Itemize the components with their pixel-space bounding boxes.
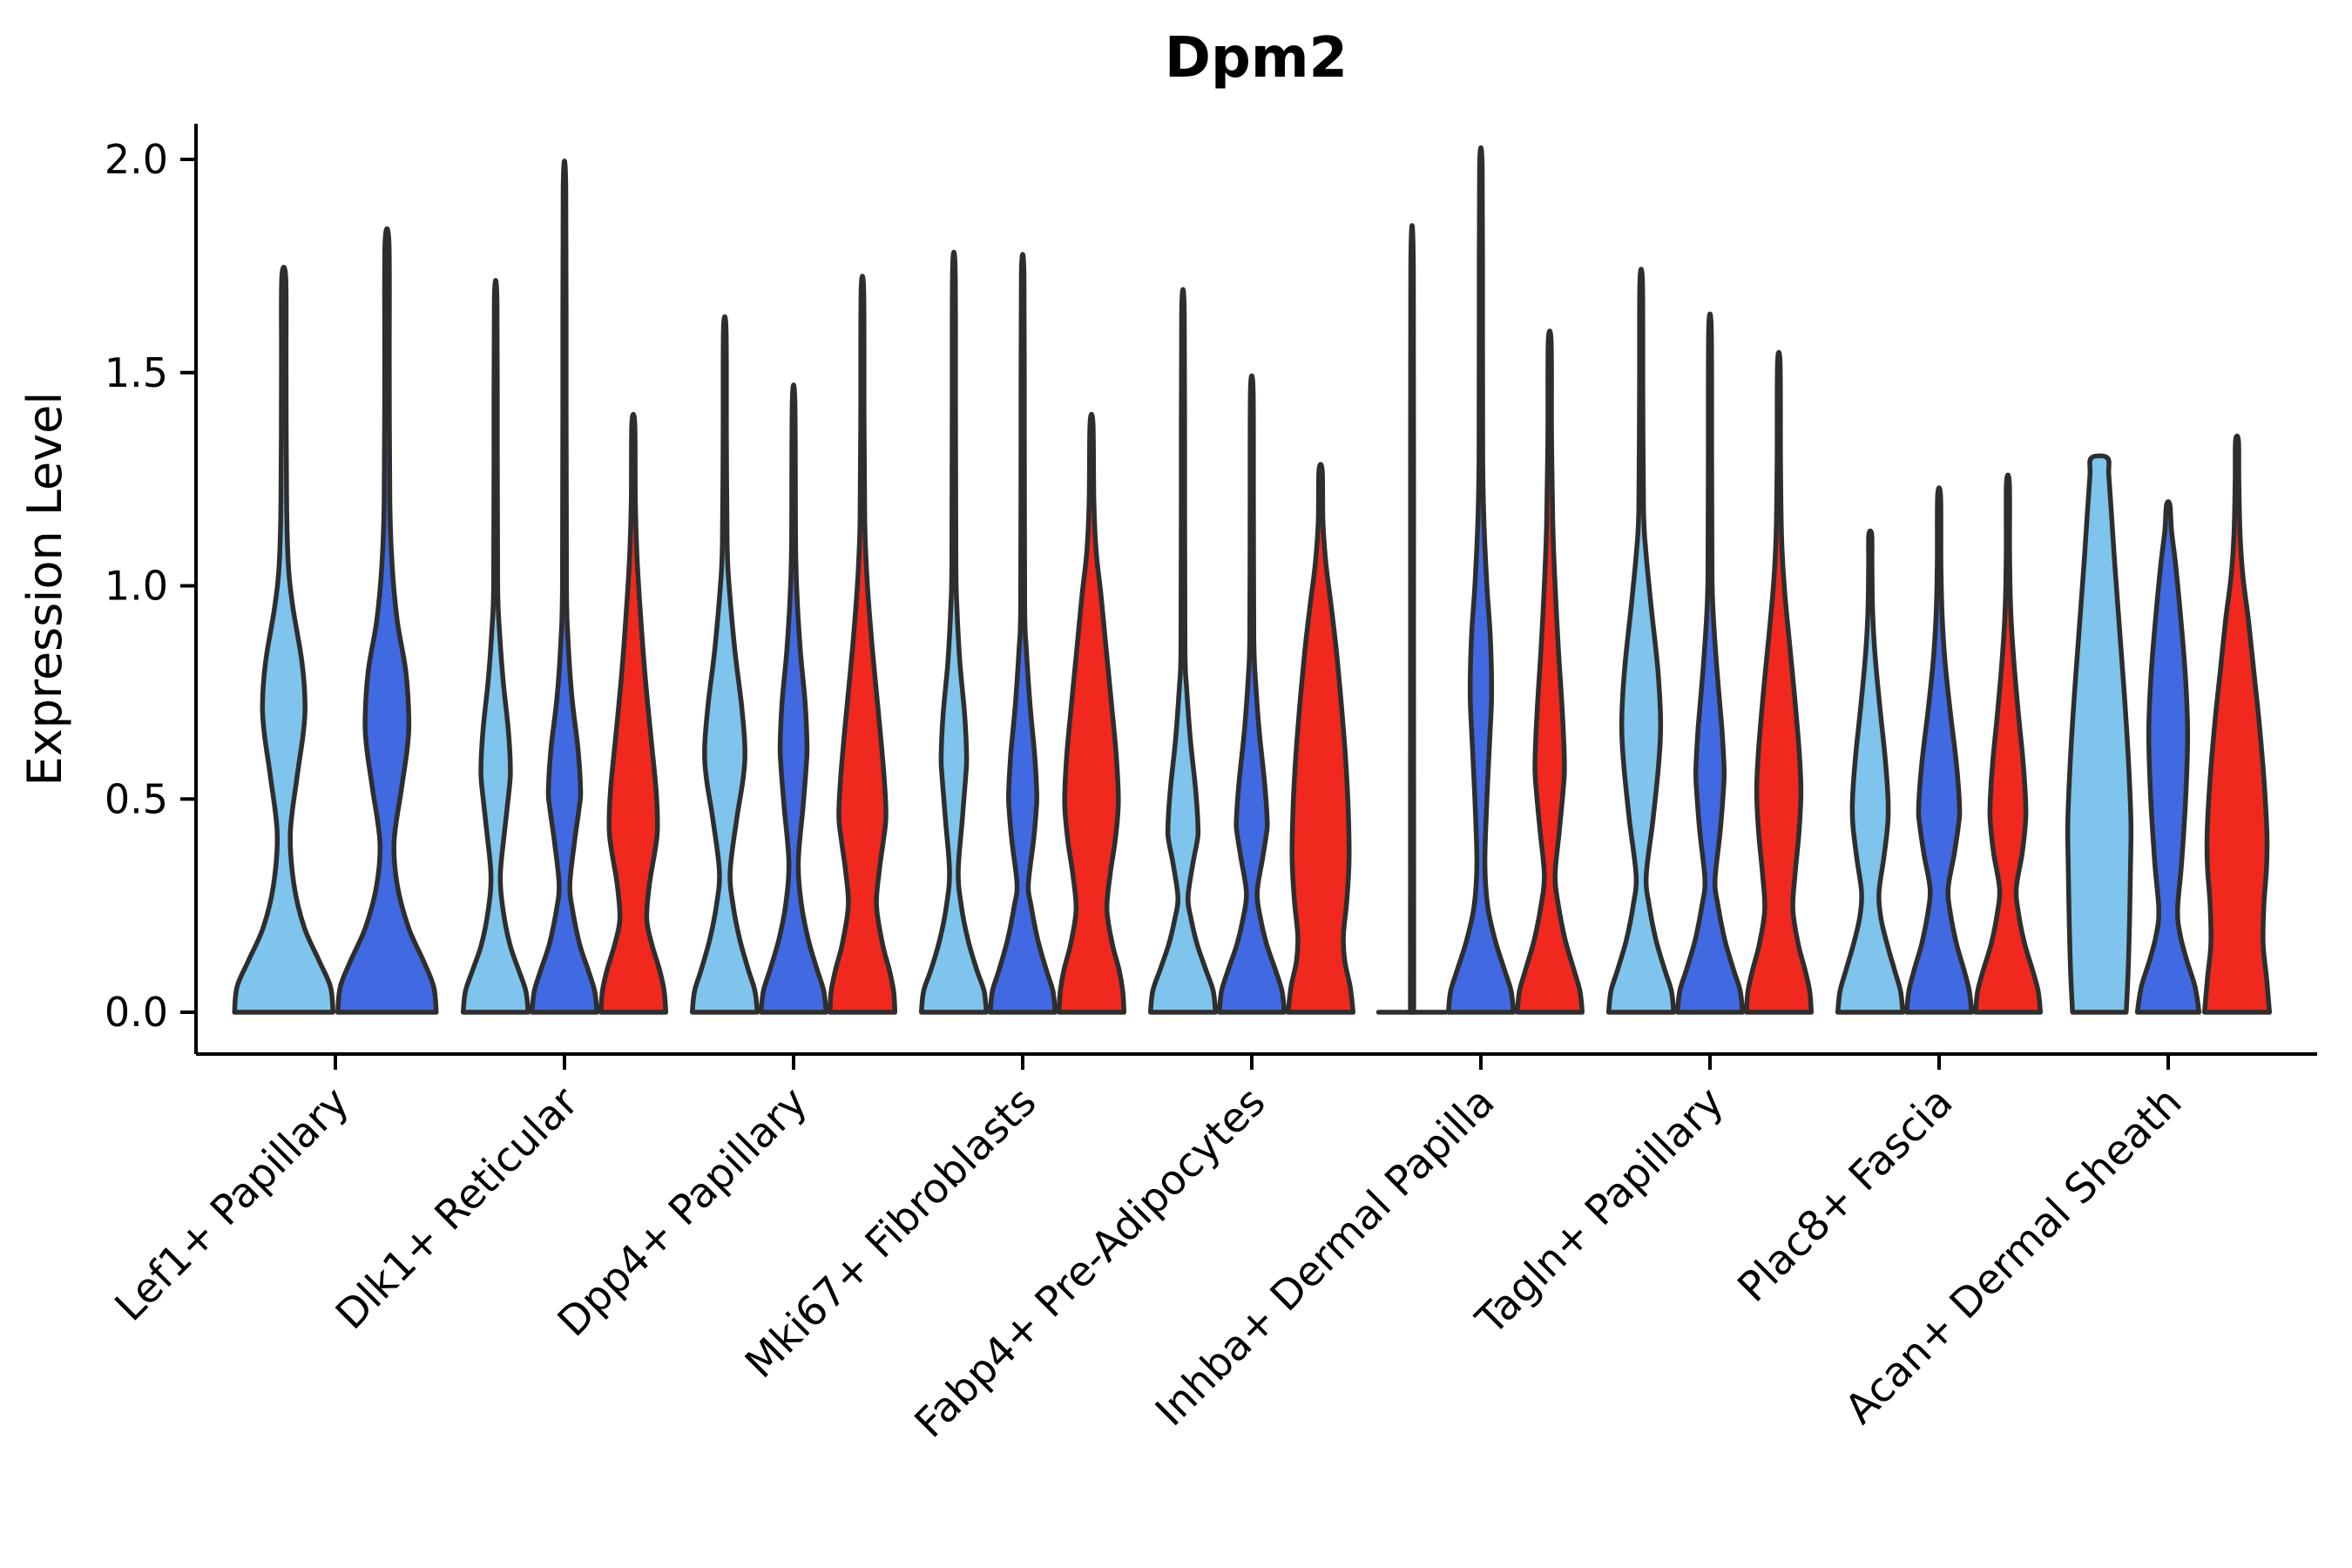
violin-inhba-dermal-papilla-dark_blue bbox=[1445, 145, 1517, 1015]
violin-plac8-fascia-light_blue bbox=[1835, 528, 1906, 1015]
violin-plac8-fascia-dark_blue bbox=[1903, 485, 1975, 1015]
violin-acan-dermal-sheath-light_blue bbox=[2065, 453, 2134, 1015]
violin-mki67-fibroblasts-red bbox=[1056, 411, 1127, 1015]
violin-dlk1-reticular-light_blue bbox=[460, 278, 531, 1015]
violin-plac8-fascia-red bbox=[1972, 472, 2044, 1015]
x-tick-label-plac8-fascia: Plac8+ Fascia bbox=[1729, 1078, 1963, 1312]
y-tick-label: 1.0 bbox=[105, 563, 168, 610]
violin-dlk1-reticular-red bbox=[598, 411, 669, 1015]
violin-fabp4-pre-adipocytes-dark_blue bbox=[1216, 373, 1288, 1015]
x-tick-label-tagln-papillary: Tagln+ Papillary bbox=[1467, 1078, 1734, 1345]
violin-dlk1-reticular-dark_blue bbox=[529, 159, 600, 1015]
x-tick-label-dpp4-papillary: Dpp4+ Papillary bbox=[549, 1078, 817, 1347]
y-tick-labels: 0.0 0.5 1.0 1.5 2.0 bbox=[105, 136, 196, 1036]
violin-tagln-papillary-dark_blue bbox=[1674, 311, 1746, 1015]
y-tick-label: 0.0 bbox=[105, 989, 168, 1036]
y-tick-label: 2.0 bbox=[105, 136, 168, 183]
violins-layer bbox=[232, 145, 2273, 1015]
axes-layer bbox=[194, 124, 2317, 1056]
violin-acan-dermal-sheath-red bbox=[2201, 433, 2273, 1015]
violin-lef1-papillary-dark_blue bbox=[335, 226, 439, 1015]
violin-mki67-fibroblasts-dark_blue bbox=[987, 252, 1058, 1015]
y-axis-label: Expression Level bbox=[17, 392, 72, 787]
violin-lef1-papillary-light_blue bbox=[232, 264, 336, 1015]
violin-fabp4-pre-adipocytes-red bbox=[1285, 462, 1356, 1015]
violin-dpp4-papillary-light_blue bbox=[689, 314, 760, 1015]
x-tick-label-lef1-papillary: Lef1+ Papillary bbox=[106, 1078, 359, 1331]
violin-tagln-papillary-light_blue bbox=[1605, 267, 1677, 1015]
x-tick-label-dlk1-reticular: Dlk1+ Reticular bbox=[327, 1078, 588, 1339]
violin-inhba-dermal-papilla-red bbox=[1514, 328, 1585, 1015]
violin-inhba-dermal-papilla-light_blue bbox=[1408, 223, 1416, 1015]
violin-tagln-papillary-red bbox=[1743, 349, 1815, 1015]
violin-dpp4-papillary-dark_blue bbox=[758, 382, 829, 1015]
violin-mki67-fibroblasts-light_blue bbox=[918, 249, 990, 1015]
violin-acan-dermal-sheath-dark_blue bbox=[2134, 499, 2202, 1015]
chart-title: Dpm2 bbox=[1165, 26, 1348, 91]
y-tick-label: 0.5 bbox=[105, 775, 168, 822]
violin-dpp4-papillary-red bbox=[827, 274, 898, 1015]
violin-fabp4-pre-adipocytes-light_blue bbox=[1147, 287, 1219, 1015]
y-tick-label: 1.5 bbox=[105, 349, 168, 396]
